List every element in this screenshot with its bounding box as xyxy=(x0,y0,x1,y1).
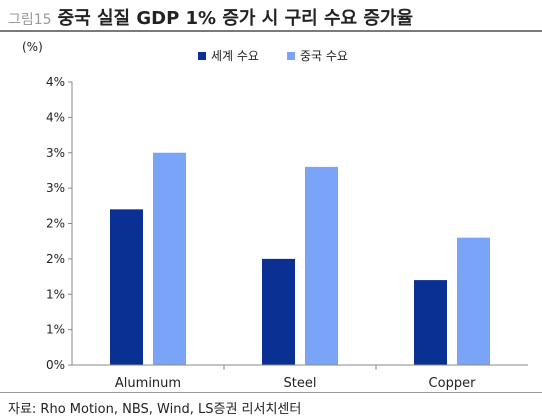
y-tick-label: 1% xyxy=(46,287,65,301)
bar-china-copper xyxy=(457,237,490,365)
bar-china-steel xyxy=(305,166,338,365)
y-unit-label: (%) xyxy=(22,40,43,54)
bar-world-steel xyxy=(262,258,295,365)
bar-world-copper xyxy=(414,280,447,365)
bar-china-aluminum xyxy=(153,152,186,365)
y-tick-label: 3% xyxy=(46,181,65,195)
legend-swatch-world xyxy=(198,52,206,60)
x-category-label: Copper xyxy=(429,376,477,391)
y-tick-label: 4% xyxy=(46,110,65,124)
bar-world-aluminum xyxy=(110,209,143,365)
y-tick-label: 3% xyxy=(46,146,65,160)
x-category-label: Steel xyxy=(284,376,317,391)
source-note: 자료: Rho Motion, NBS, Wind, LS증권 리서치센터 xyxy=(8,402,302,417)
header-rule xyxy=(0,30,542,32)
y-tick-label: 1% xyxy=(46,323,65,337)
figure-header: 그림15 중국 실질 GDP 1% 증가 시 구리 수요 증가율 xyxy=(8,4,413,30)
legend-label-world: 세계 수요 xyxy=(211,49,259,63)
y-axis: 0% 1% 1% 2% 2% 3% 3% 4% 4% xyxy=(46,75,73,372)
figure-title: 중국 실질 GDP 1% 증가 시 구리 수요 증가율 xyxy=(57,8,414,29)
y-tick-label: 4% xyxy=(46,75,65,89)
y-tick-label: 0% xyxy=(46,358,65,372)
legend-label-china: 중국 수요 xyxy=(300,49,348,63)
bar-chart: (%) 세계 수요 중국 수요 0% 1% 1% 2% 2% 3% 3% 4% 4% Alumi… xyxy=(22,40,528,391)
x-category-label: Aluminum xyxy=(115,376,181,391)
x-axis: Aluminum Steel Copper xyxy=(72,364,528,391)
y-tick-label: 2% xyxy=(46,217,65,231)
footer-rule xyxy=(0,392,542,393)
y-tick-label: 2% xyxy=(46,252,65,266)
bars xyxy=(110,152,490,365)
legend-swatch-china xyxy=(287,52,295,60)
figure-label: 그림15 xyxy=(8,12,52,28)
legend: 세계 수요 중국 수요 xyxy=(198,49,348,63)
